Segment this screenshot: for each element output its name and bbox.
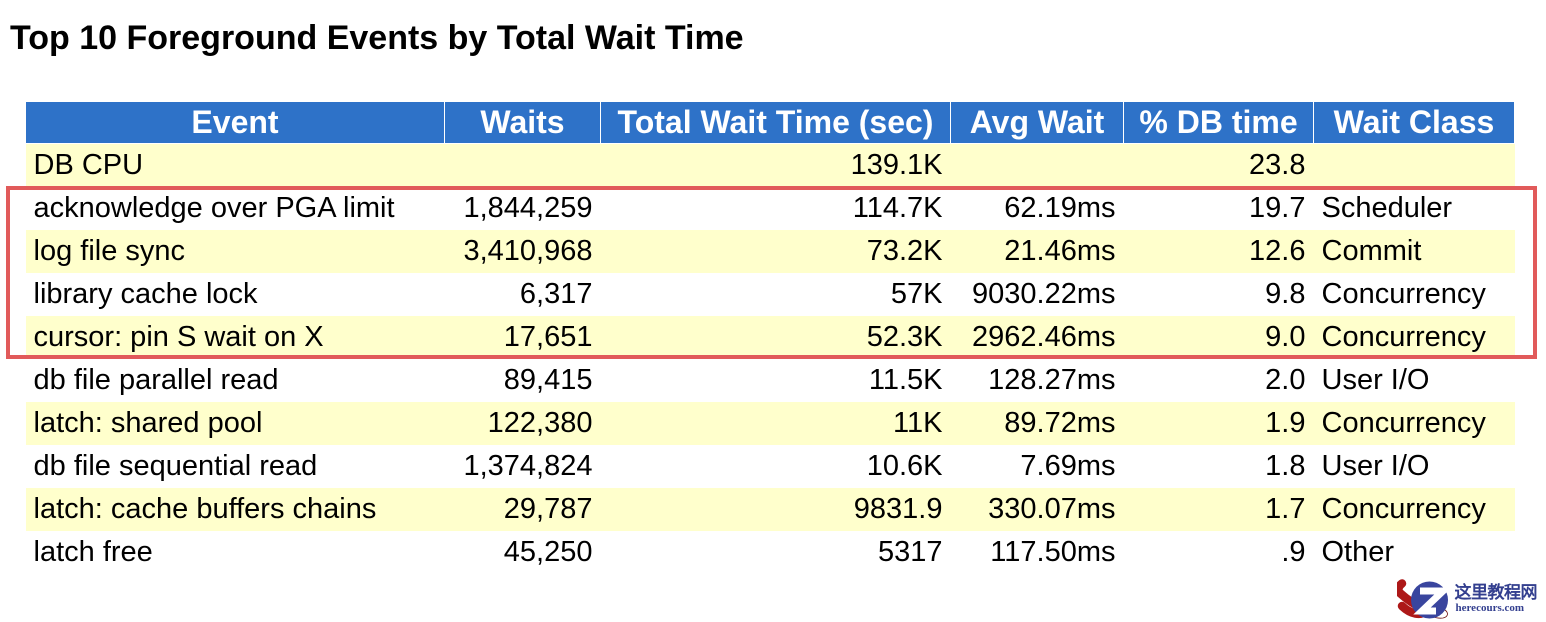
svg-text:这里教程网: 这里教程网: [1455, 582, 1538, 602]
svg-text:herecours.com: herecours.com: [1456, 602, 1525, 614]
